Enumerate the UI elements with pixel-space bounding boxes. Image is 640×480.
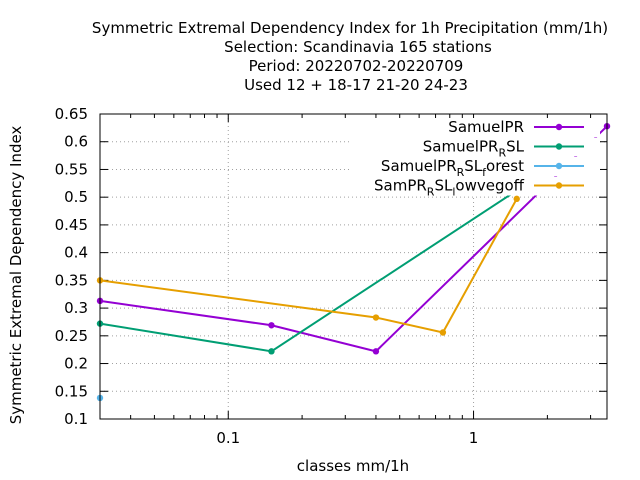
legend-background [350, 118, 600, 137]
y-tick-label: 0.3 [64, 299, 88, 317]
legend-label: SamuelPRRSL [423, 138, 525, 160]
y-axis: 0.1 0.15 0.2 0.25 0.3 0.35 0.4 0.45 0.5 0.55 0.6 0.… [55, 105, 607, 428]
data-point [372, 314, 380, 321]
data-point [268, 322, 275, 329]
y-tick-label: 0.45 [55, 216, 88, 234]
legend-label: SamuelPRRSLforest [381, 157, 524, 179]
y-tick-label: 0.25 [55, 327, 88, 345]
legend-background [350, 176, 600, 196]
series-line [99, 198, 518, 334]
y-tick-label: 0.35 [55, 271, 88, 289]
y-tick-label: 0.65 [55, 105, 88, 123]
y-tick-label: 0.5 [64, 188, 88, 206]
y-tick-label: 0.1 [64, 410, 88, 428]
legend-marker [555, 182, 563, 189]
grid [100, 114, 607, 419]
y-tick-label: 0.2 [64, 355, 88, 373]
y-tick-label: 0.55 [55, 160, 88, 178]
y-axis-label: Symmetric Extremal Dependency Index [7, 126, 25, 425]
x-tick-label: 0.1 [216, 429, 240, 447]
series-line [99, 189, 518, 353]
legend-marker [555, 123, 563, 131]
title-line-3: Period: 20220702-20220709 [249, 57, 464, 75]
title-line-2: Selection: Scandinavia 165 stations [224, 38, 492, 56]
legend: SamuelPR SamuelPRRSLSamuelPRRSLforestSamP… [350, 118, 600, 199]
title-line-1: Symmetric Extremal Dependency Index for … [92, 19, 608, 37]
x-tick-label: 1 [469, 429, 479, 447]
x-axis: 0.1 1 [130, 114, 592, 447]
chart-title: Symmetric Extremal Dependency Index for … [92, 19, 608, 94]
legend-marker [555, 162, 563, 170]
legend-background [350, 137, 600, 157]
y-tick-label: 0.4 [64, 244, 88, 262]
legend-marker [555, 143, 563, 150]
legend-label: SamuelPR [448, 118, 524, 136]
series-line [99, 125, 608, 353]
data-point [439, 329, 447, 336]
y-tick-label: 0.15 [55, 382, 88, 400]
legend-background [350, 157, 600, 176]
legend-label: SamPRRSLlowvegoff [374, 177, 525, 199]
x-axis-label: classes mm/1h [297, 457, 409, 475]
title-line-4: Used 12 + 18-17 21-20 24-23 [244, 76, 468, 94]
data-point [372, 348, 380, 355]
plot-frame [99, 113, 608, 420]
data-point [513, 195, 520, 203]
data-point [268, 348, 275, 355]
y-tick-label: 0.6 [64, 133, 88, 151]
